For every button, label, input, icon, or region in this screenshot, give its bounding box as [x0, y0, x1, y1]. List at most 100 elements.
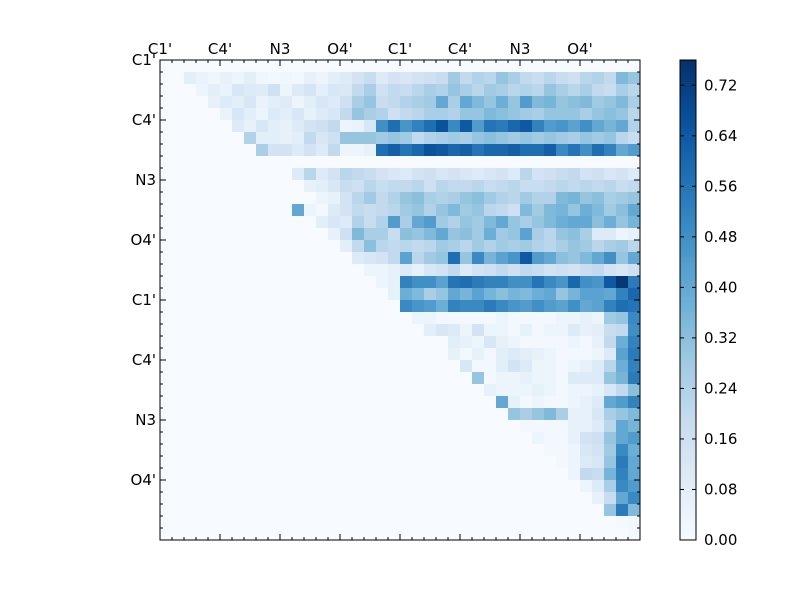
- heatmap-cell: [232, 360, 245, 373]
- heatmap-cell: [328, 228, 341, 241]
- heatmap-cell: [460, 216, 473, 229]
- heatmap-cell: [544, 192, 557, 205]
- heatmap-cell: [568, 192, 581, 205]
- heatmap-cell: [424, 168, 437, 181]
- heatmap-cell: [352, 324, 365, 337]
- heatmap-cell: [556, 420, 569, 433]
- heatmap-cell: [352, 492, 365, 505]
- heatmap-cell: [496, 204, 509, 217]
- heatmap-cell: [184, 252, 197, 265]
- heatmap-cell: [520, 324, 533, 337]
- heatmap-cell: [280, 396, 293, 409]
- heatmap-cell: [616, 264, 629, 277]
- heatmap-cell: [412, 192, 425, 205]
- heatmap-cell: [376, 396, 389, 409]
- heatmap-cell: [436, 240, 449, 253]
- heatmap-cell: [460, 360, 473, 373]
- heatmap-cell: [520, 240, 533, 253]
- heatmap-cell: [208, 96, 221, 109]
- heatmap-cell: [568, 324, 581, 337]
- heatmap-cell: [556, 396, 569, 409]
- heatmap-cell: [208, 108, 221, 121]
- heatmap-cell: [256, 60, 269, 73]
- heatmap-cell: [544, 132, 557, 145]
- heatmap-cell: [280, 288, 293, 301]
- heatmap-cell: [496, 192, 509, 205]
- heatmap-cell: [460, 516, 473, 529]
- heatmap-cell: [232, 96, 245, 109]
- heatmap-cell: [400, 156, 413, 169]
- heatmap-cell: [424, 312, 437, 325]
- heatmap-cell: [436, 324, 449, 337]
- heatmap-cell: [328, 384, 341, 397]
- heatmap-cell: [160, 204, 173, 217]
- heatmap-cell: [460, 504, 473, 517]
- heatmap-cell: [508, 372, 521, 385]
- y-tick-label: C4': [132, 111, 156, 129]
- heatmap-cell: [160, 480, 173, 493]
- heatmap-cell: [604, 108, 617, 121]
- heatmap-cell: [208, 156, 221, 169]
- heatmap-cell: [424, 204, 437, 217]
- heatmap-cell: [172, 192, 185, 205]
- heatmap-cell: [196, 252, 209, 265]
- heatmap-cell: [412, 156, 425, 169]
- heatmap-cell: [532, 132, 545, 145]
- heatmap-cell: [304, 276, 317, 289]
- heatmap-cell: [196, 420, 209, 433]
- heatmap-cell: [196, 396, 209, 409]
- heatmap-cell: [316, 504, 329, 517]
- heatmap-cell: [364, 384, 377, 397]
- heatmap-cell: [232, 264, 245, 277]
- heatmap-cell: [280, 312, 293, 325]
- heatmap-cell: [496, 240, 509, 253]
- heatmap-cell: [196, 324, 209, 337]
- heatmap-cell: [184, 300, 197, 313]
- heatmap-cell: [520, 384, 533, 397]
- heatmap-cell: [388, 108, 401, 121]
- y-tick-label: O4': [131, 231, 156, 249]
- heatmap-cell: [436, 144, 449, 157]
- heatmap-cell: [556, 132, 569, 145]
- heatmap-cell: [316, 180, 329, 193]
- heatmap-cell: [460, 528, 473, 541]
- heatmap-cell: [568, 468, 581, 481]
- heatmap-cell: [364, 96, 377, 109]
- heatmap-cell: [268, 396, 281, 409]
- heatmap-cell: [424, 324, 437, 337]
- heatmap-cell: [532, 252, 545, 265]
- heatmap-cell: [616, 144, 629, 157]
- heatmap-cell: [436, 156, 449, 169]
- heatmap-cell: [220, 132, 233, 145]
- heatmap-cell: [196, 384, 209, 397]
- heatmap-cell: [340, 276, 353, 289]
- heatmap-cell: [580, 444, 593, 457]
- heatmap-cell: [256, 420, 269, 433]
- heatmap-cell: [424, 360, 437, 373]
- heatmap-cell: [328, 432, 341, 445]
- heatmap-cell: [424, 192, 437, 205]
- colorbar-tick-label: 0.08: [704, 480, 737, 498]
- heatmap-cell: [328, 204, 341, 217]
- heatmap-cell: [364, 108, 377, 121]
- colorbar-tick-label: 0.40: [704, 278, 737, 296]
- heatmap-cell: [472, 96, 485, 109]
- heatmap-cell: [628, 288, 641, 301]
- heatmap-cell: [448, 180, 461, 193]
- heatmap-cell: [508, 228, 521, 241]
- heatmap-cell: [628, 72, 641, 85]
- heatmap-cell: [376, 240, 389, 253]
- x-tick-labels: C1' C4' N3 O4' C1' C4' N3 O4': [148, 40, 593, 58]
- heatmap-cell: [544, 396, 557, 409]
- heatmap-cell: [508, 528, 521, 541]
- heatmap-cell: [316, 228, 329, 241]
- heatmap-cell: [292, 60, 305, 73]
- heatmap-cell: [460, 432, 473, 445]
- heatmap-cell: [304, 456, 317, 469]
- heatmap-cell: [556, 96, 569, 109]
- colorbar-tick-label: 0.32: [704, 329, 737, 347]
- heatmap-cell: [412, 216, 425, 229]
- heatmap-cell: [160, 276, 173, 289]
- heatmap-cell: [160, 240, 173, 253]
- heatmap-cell: [616, 228, 629, 241]
